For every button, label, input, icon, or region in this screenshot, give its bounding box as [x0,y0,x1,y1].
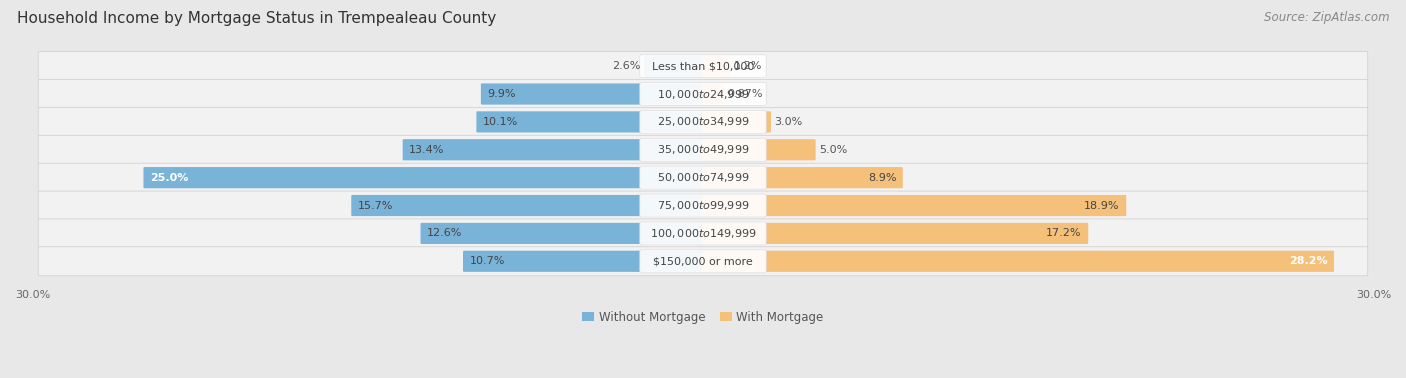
FancyBboxPatch shape [402,139,704,160]
Text: $35,000 to $49,999: $35,000 to $49,999 [657,143,749,156]
Text: 0.87%: 0.87% [727,89,762,99]
Text: 10.1%: 10.1% [482,117,519,127]
FancyBboxPatch shape [420,223,704,244]
FancyBboxPatch shape [640,83,766,105]
FancyBboxPatch shape [352,195,704,216]
FancyBboxPatch shape [640,194,766,217]
Text: 25.0%: 25.0% [150,173,188,183]
Text: $25,000 to $34,999: $25,000 to $34,999 [657,115,749,129]
FancyBboxPatch shape [640,250,766,273]
FancyBboxPatch shape [702,223,1088,244]
FancyBboxPatch shape [38,52,1368,81]
FancyBboxPatch shape [38,247,1368,276]
FancyBboxPatch shape [640,222,766,245]
Text: 9.9%: 9.9% [488,89,516,99]
FancyBboxPatch shape [463,251,704,272]
Text: $50,000 to $74,999: $50,000 to $74,999 [657,171,749,184]
Text: 13.4%: 13.4% [409,145,444,155]
FancyBboxPatch shape [702,195,1126,216]
FancyBboxPatch shape [702,84,723,105]
FancyBboxPatch shape [477,111,704,133]
Text: 3.0%: 3.0% [775,117,803,127]
Text: $10,000 to $24,999: $10,000 to $24,999 [657,88,749,101]
Text: 15.7%: 15.7% [357,201,394,211]
FancyBboxPatch shape [640,55,766,77]
FancyBboxPatch shape [143,167,704,188]
Text: 2.6%: 2.6% [612,61,640,71]
Text: Less than $10,000: Less than $10,000 [652,61,754,71]
Text: 1.2%: 1.2% [734,61,762,71]
FancyBboxPatch shape [481,84,704,105]
FancyBboxPatch shape [38,107,1368,136]
FancyBboxPatch shape [38,79,1368,108]
Text: $150,000 or more: $150,000 or more [654,256,752,266]
Text: 10.7%: 10.7% [470,256,505,266]
Legend: Without Mortgage, With Mortgage: Without Mortgage, With Mortgage [578,306,828,328]
Text: 28.2%: 28.2% [1289,256,1327,266]
FancyBboxPatch shape [702,139,815,160]
FancyBboxPatch shape [640,110,766,133]
FancyBboxPatch shape [702,111,770,133]
FancyBboxPatch shape [640,166,766,189]
FancyBboxPatch shape [38,219,1368,248]
FancyBboxPatch shape [702,167,903,188]
Text: 8.9%: 8.9% [868,173,896,183]
Text: 17.2%: 17.2% [1046,228,1081,239]
Text: 5.0%: 5.0% [820,145,848,155]
Text: 12.6%: 12.6% [427,228,463,239]
FancyBboxPatch shape [38,135,1368,164]
Text: $100,000 to $149,999: $100,000 to $149,999 [650,227,756,240]
Text: $75,000 to $99,999: $75,000 to $99,999 [657,199,749,212]
Text: Source: ZipAtlas.com: Source: ZipAtlas.com [1264,11,1389,24]
FancyBboxPatch shape [640,138,766,161]
FancyBboxPatch shape [702,56,731,77]
FancyBboxPatch shape [702,251,1334,272]
FancyBboxPatch shape [38,191,1368,220]
FancyBboxPatch shape [644,56,704,77]
Text: Household Income by Mortgage Status in Trempealeau County: Household Income by Mortgage Status in T… [17,11,496,26]
Text: 18.9%: 18.9% [1084,201,1119,211]
FancyBboxPatch shape [38,163,1368,192]
